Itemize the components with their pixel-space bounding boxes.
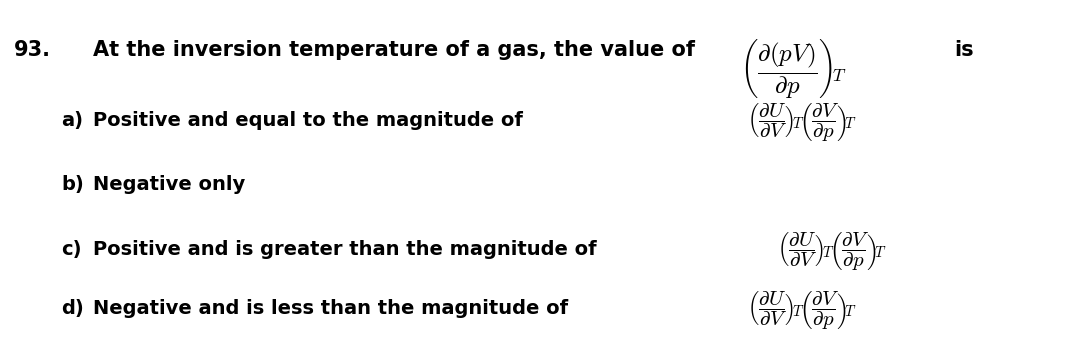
- Text: c): c): [61, 240, 81, 259]
- Text: $\left(\dfrac{\partial U}{\partial V}\right)_{\!\!T}\!\left(\dfrac{\partial V}{\: $\left(\dfrac{\partial U}{\partial V}\ri…: [747, 289, 857, 332]
- Text: $\left(\dfrac{\partial U}{\partial V}\right)_{\!\!T}\!\left(\dfrac{\partial V}{\: $\left(\dfrac{\partial U}{\partial V}\ri…: [777, 231, 887, 273]
- Text: a): a): [61, 111, 83, 130]
- Text: Positive and equal to the magnitude of: Positive and equal to the magnitude of: [93, 111, 523, 130]
- Text: Negative only: Negative only: [93, 175, 246, 194]
- Text: Positive and is greater than the magnitude of: Positive and is greater than the magnitu…: [93, 240, 597, 259]
- Text: b): b): [61, 175, 84, 194]
- Text: At the inversion temperature of a gas, the value of: At the inversion temperature of a gas, t…: [93, 40, 695, 60]
- Text: 93.: 93.: [14, 40, 50, 60]
- Text: is: is: [955, 40, 974, 60]
- Text: $\left(\dfrac{\partial (pV)}{\partial p}\right)_{\!\!T}$: $\left(\dfrac{\partial (pV)}{\partial p}…: [740, 37, 847, 100]
- Text: d): d): [61, 298, 84, 318]
- Text: $\left(\dfrac{\partial U}{\partial V}\right)_{\!\!T}\!\left(\dfrac{\partial V}{\: $\left(\dfrac{\partial U}{\partial V}\ri…: [747, 101, 857, 144]
- Text: Negative and is less than the magnitude of: Negative and is less than the magnitude …: [93, 298, 569, 318]
